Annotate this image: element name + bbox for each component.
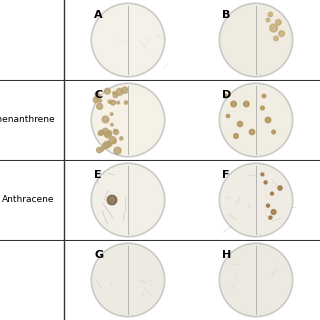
Circle shape [114,130,119,134]
Circle shape [221,165,291,235]
Circle shape [249,129,255,135]
Circle shape [93,85,163,155]
Circle shape [237,121,243,127]
Circle shape [113,140,116,142]
Circle shape [104,141,110,148]
Circle shape [107,142,112,147]
Circle shape [276,20,281,25]
Circle shape [234,134,238,138]
Circle shape [219,243,293,317]
Circle shape [93,97,99,103]
Circle shape [278,186,282,190]
Circle shape [124,101,128,104]
Circle shape [104,132,109,137]
Circle shape [221,245,291,315]
Circle shape [117,101,120,104]
Circle shape [91,243,165,317]
Circle shape [122,87,128,93]
Circle shape [111,100,116,105]
Circle shape [93,165,163,235]
Circle shape [244,101,249,107]
Circle shape [272,130,276,134]
Circle shape [219,3,293,77]
Circle shape [102,143,108,148]
Circle shape [95,94,100,99]
Circle shape [266,18,270,22]
Text: B: B [222,10,231,20]
Circle shape [93,245,163,315]
Circle shape [264,181,267,184]
Circle shape [97,147,102,153]
Text: A: A [94,10,103,20]
Circle shape [107,195,117,205]
Circle shape [113,140,116,144]
Circle shape [110,113,113,116]
Text: E: E [94,170,102,180]
Circle shape [105,132,111,138]
Circle shape [221,85,291,155]
Text: D: D [222,90,232,100]
Circle shape [91,83,165,157]
Circle shape [93,5,163,75]
Text: C: C [94,90,102,100]
Circle shape [265,117,271,123]
Circle shape [99,99,102,102]
Circle shape [91,163,165,237]
Circle shape [262,94,266,98]
Circle shape [109,137,116,144]
Circle shape [274,36,278,41]
Circle shape [231,101,236,107]
Circle shape [114,130,116,132]
Circle shape [267,204,269,207]
Circle shape [95,92,99,96]
Circle shape [269,216,272,219]
Circle shape [120,137,123,140]
Circle shape [268,12,273,17]
Circle shape [270,192,274,195]
Circle shape [99,130,104,135]
Circle shape [104,88,110,94]
Circle shape [98,131,102,135]
Circle shape [116,89,123,95]
Circle shape [260,106,264,110]
Text: G: G [94,250,104,260]
Circle shape [97,103,103,109]
Circle shape [219,163,293,237]
Circle shape [114,147,121,154]
Circle shape [91,3,165,77]
Circle shape [102,128,108,134]
Text: Phenanthrene: Phenanthrene [0,116,54,124]
Circle shape [271,210,276,214]
Circle shape [270,24,277,32]
Text: H: H [222,250,232,260]
Circle shape [102,116,109,123]
Text: F: F [222,170,230,180]
Circle shape [279,31,284,36]
Circle shape [224,94,228,98]
Circle shape [113,92,116,94]
Circle shape [100,147,104,151]
Circle shape [107,131,112,136]
Circle shape [226,114,230,118]
Circle shape [261,173,264,176]
Text: Anthracene: Anthracene [2,196,54,204]
Circle shape [219,83,293,157]
Circle shape [113,93,118,98]
Circle shape [111,124,113,126]
Circle shape [108,100,112,103]
Circle shape [221,5,291,75]
